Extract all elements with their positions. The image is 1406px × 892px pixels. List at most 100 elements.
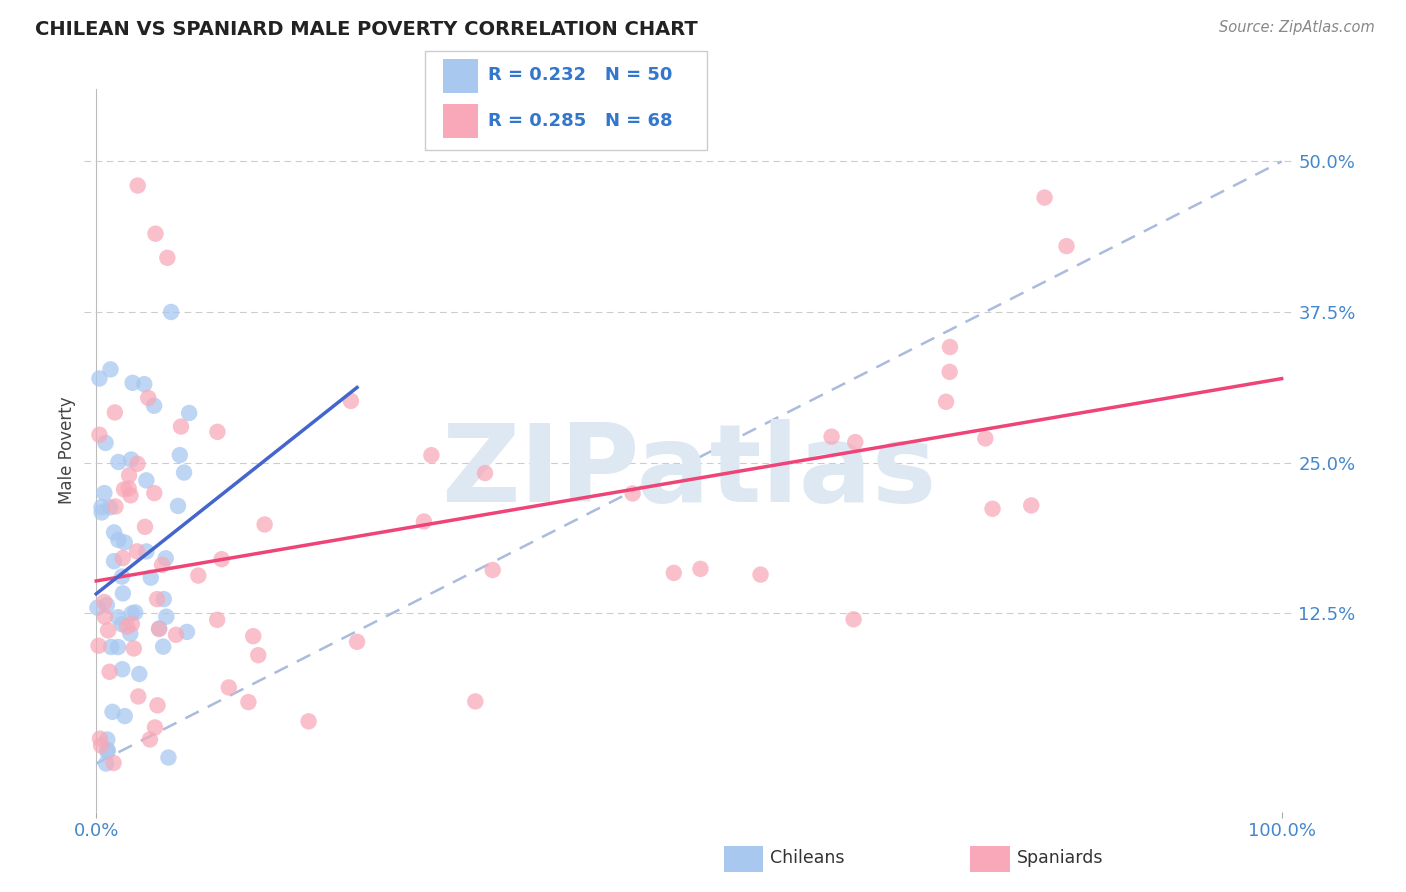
- Point: [156, 251, 179, 265]
- Point: [120, 452, 142, 467]
- Point: [139, 732, 162, 747]
- Point: [413, 515, 436, 529]
- Point: [143, 399, 166, 413]
- Point: [420, 448, 443, 462]
- Text: Source: ZipAtlas.com: Source: ZipAtlas.com: [1219, 20, 1375, 35]
- Point: [96, 732, 118, 747]
- Point: [121, 376, 143, 390]
- Point: [111, 662, 134, 676]
- Point: [107, 610, 129, 624]
- Point: [211, 552, 233, 566]
- Point: [128, 667, 150, 681]
- Text: CHILEAN VS SPANIARD MALE POVERTY CORRELATION CHART: CHILEAN VS SPANIARD MALE POVERTY CORRELA…: [35, 20, 697, 38]
- Point: [340, 393, 363, 408]
- Point: [621, 486, 644, 500]
- Point: [145, 227, 167, 241]
- Point: [118, 468, 141, 483]
- Point: [205, 613, 228, 627]
- Point: [107, 533, 129, 547]
- Point: [981, 501, 1004, 516]
- Point: [115, 620, 138, 634]
- Point: [93, 486, 115, 500]
- Point: [136, 391, 159, 405]
- Point: [103, 525, 125, 540]
- Text: Chileans: Chileans: [770, 849, 845, 867]
- Point: [111, 586, 134, 600]
- Point: [96, 744, 118, 758]
- Point: [94, 609, 117, 624]
- Point: [112, 483, 135, 497]
- Point: [103, 554, 125, 568]
- Point: [94, 756, 117, 771]
- Point: [820, 430, 842, 444]
- Point: [90, 739, 112, 753]
- Point: [187, 568, 209, 582]
- Point: [170, 419, 193, 434]
- Point: [662, 566, 685, 580]
- Point: [207, 425, 229, 439]
- Point: [104, 405, 127, 419]
- Point: [114, 709, 136, 723]
- Point: [1019, 499, 1042, 513]
- Point: [103, 756, 125, 770]
- Point: [114, 535, 136, 549]
- Point: [97, 624, 120, 638]
- Point: [111, 617, 134, 632]
- Point: [218, 681, 240, 695]
- Point: [139, 571, 162, 585]
- Point: [974, 432, 997, 446]
- Point: [134, 377, 156, 392]
- Point: [939, 340, 962, 354]
- Point: [118, 482, 141, 496]
- Point: [150, 558, 173, 572]
- Point: [169, 448, 191, 462]
- Point: [94, 436, 117, 450]
- Point: [121, 616, 143, 631]
- Point: [247, 648, 270, 663]
- Point: [120, 488, 142, 502]
- Text: ZIPatlas: ZIPatlas: [441, 419, 936, 525]
- Point: [120, 626, 142, 640]
- Point: [1056, 239, 1078, 253]
- Point: [124, 606, 146, 620]
- Point: [160, 305, 183, 319]
- Point: [157, 750, 180, 764]
- Point: [173, 466, 195, 480]
- Text: R = 0.285   N = 68: R = 0.285 N = 68: [488, 112, 672, 130]
- Point: [464, 694, 486, 708]
- Point: [346, 635, 368, 649]
- Text: Spaniards: Spaniards: [1017, 849, 1104, 867]
- Point: [167, 499, 190, 513]
- Point: [935, 394, 957, 409]
- Point: [93, 595, 115, 609]
- Point: [98, 500, 121, 515]
- Point: [135, 544, 157, 558]
- Point: [127, 690, 149, 704]
- Point: [152, 640, 174, 654]
- Point: [242, 629, 264, 643]
- Y-axis label: Male Poverty: Male Poverty: [58, 397, 76, 504]
- Point: [179, 406, 201, 420]
- Point: [155, 551, 177, 566]
- Point: [844, 435, 866, 450]
- Point: [125, 544, 148, 558]
- Point: [1033, 191, 1056, 205]
- Point: [143, 486, 166, 500]
- Point: [238, 695, 260, 709]
- Text: R = 0.232   N = 50: R = 0.232 N = 50: [488, 66, 672, 84]
- Point: [474, 466, 496, 480]
- Point: [135, 474, 157, 488]
- Point: [122, 641, 145, 656]
- Point: [107, 640, 129, 654]
- Point: [143, 721, 166, 735]
- Point: [87, 639, 110, 653]
- Point: [89, 371, 111, 385]
- Point: [100, 362, 122, 376]
- Point: [104, 500, 127, 514]
- Point: [89, 731, 111, 746]
- Point: [96, 598, 118, 612]
- Point: [176, 624, 198, 639]
- Point: [146, 698, 169, 713]
- Point: [297, 714, 319, 729]
- Point: [111, 551, 134, 566]
